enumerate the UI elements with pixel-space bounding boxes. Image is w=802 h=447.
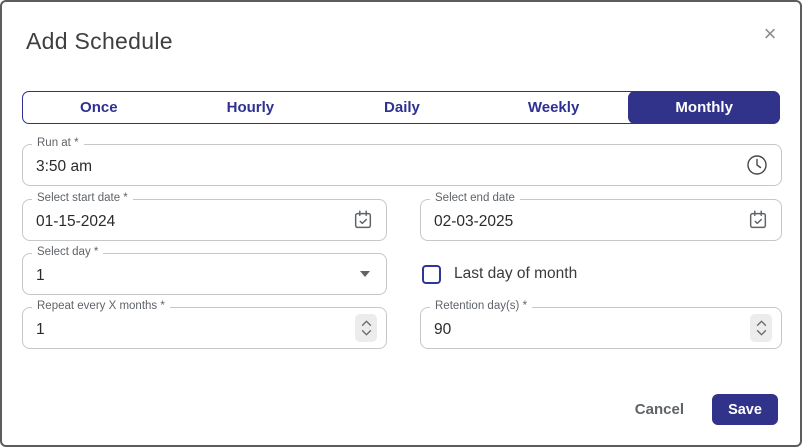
repeat-months-label: Repeat every X months * bbox=[32, 300, 170, 312]
spinner-down-icon bbox=[756, 330, 766, 336]
select-day-field: Select day * bbox=[22, 246, 387, 295]
end-date-label: Select end date bbox=[430, 192, 520, 204]
spinner-up-icon bbox=[756, 320, 766, 326]
spinner-up-icon bbox=[361, 320, 371, 326]
repeat-months-field: Repeat every X months * bbox=[22, 300, 387, 349]
retention-days-field: Retention day(s) * bbox=[420, 300, 782, 349]
run-at-input[interactable] bbox=[23, 145, 781, 185]
last-day-checkbox-label: Last day of month bbox=[454, 265, 578, 282]
start-date-input[interactable] bbox=[23, 200, 386, 240]
retention-days-label: Retention day(s) * bbox=[430, 300, 533, 312]
start-date-label: Select start date * bbox=[32, 192, 133, 204]
spinner-down-icon bbox=[361, 330, 371, 336]
tab-weekly[interactable]: Weekly bbox=[527, 99, 580, 116]
repeat-months-input[interactable] bbox=[23, 308, 386, 348]
dialog-title: Add Schedule bbox=[26, 28, 173, 54]
number-spinner[interactable] bbox=[750, 314, 772, 342]
end-date-input[interactable] bbox=[421, 200, 781, 240]
run-at-label: Run at * bbox=[32, 137, 84, 149]
tab-monthly[interactable]: Monthly bbox=[628, 91, 780, 124]
clock-icon[interactable] bbox=[745, 153, 769, 177]
cancel-button[interactable]: Cancel bbox=[634, 401, 684, 418]
tab-once[interactable]: Once bbox=[80, 99, 118, 116]
select-day-label: Select day * bbox=[32, 246, 104, 258]
tab-hourly[interactable]: Hourly bbox=[226, 99, 275, 116]
save-button[interactable]: Save bbox=[712, 394, 778, 425]
select-day-input[interactable] bbox=[23, 254, 386, 294]
run-at-field: Run at * bbox=[22, 137, 782, 186]
chevron-down-icon[interactable] bbox=[360, 271, 370, 277]
tab-daily[interactable]: Daily bbox=[384, 99, 420, 116]
number-spinner[interactable] bbox=[355, 314, 377, 342]
start-date-field: Select start date * bbox=[22, 192, 387, 241]
calendar-check-icon[interactable] bbox=[352, 209, 374, 231]
close-icon[interactable]: × bbox=[763, 21, 777, 46]
last-day-of-month-option[interactable]: Last day of month bbox=[422, 253, 577, 295]
calendar-check-icon[interactable] bbox=[747, 209, 769, 231]
retention-days-input[interactable] bbox=[421, 308, 781, 348]
last-day-checkbox[interactable] bbox=[422, 264, 441, 284]
end-date-field: Select end date bbox=[420, 192, 782, 241]
schedule-frequency-tabs: Once Hourly Daily Weekly Monthly bbox=[22, 91, 780, 124]
